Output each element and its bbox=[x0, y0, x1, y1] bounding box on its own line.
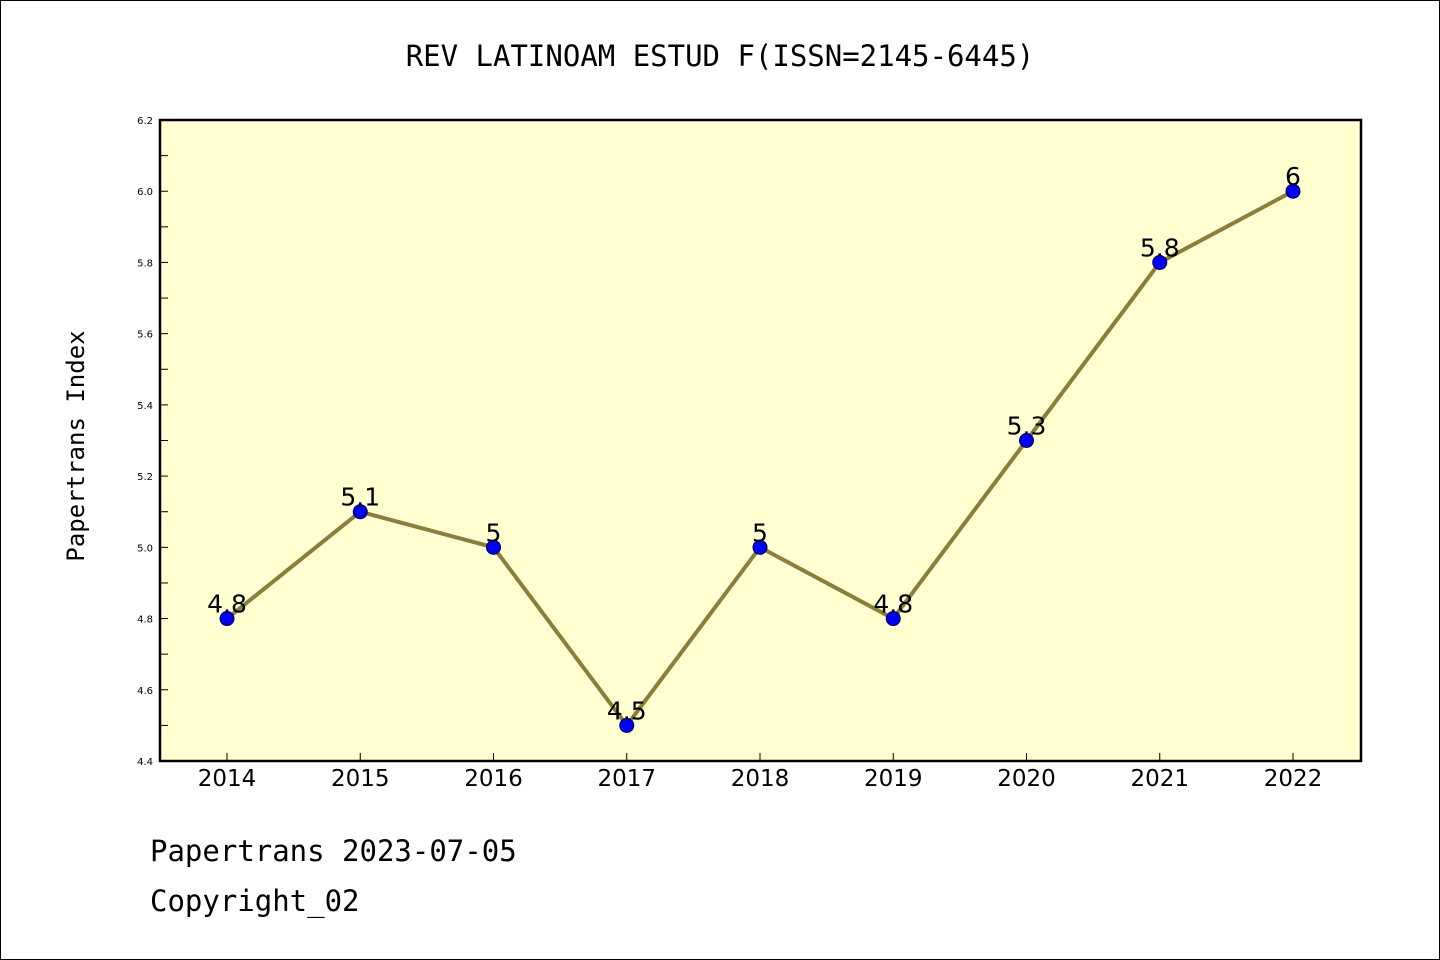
data-point bbox=[752, 539, 768, 555]
x-tick-label: 2018 bbox=[731, 766, 790, 792]
y-axis: 4.4 4.6 4.8 5.0 5.2 5.4 5.6 5.8 6.0 6.2 bbox=[137, 116, 168, 768]
x-tick-label: 2022 bbox=[1264, 766, 1323, 792]
data-label: 4.5 bbox=[607, 696, 647, 725]
data-label: 4.8 bbox=[207, 590, 247, 619]
y-tick-label: 6.0 bbox=[137, 187, 153, 198]
x-tick-label: 2020 bbox=[997, 766, 1056, 792]
data-label: 6 bbox=[1285, 162, 1301, 191]
data-label: 5.1 bbox=[340, 483, 380, 512]
y-tick-label: 5.4 bbox=[137, 401, 153, 412]
y-tick-label: 6.2 bbox=[137, 116, 153, 127]
x-tick-label: 2017 bbox=[597, 766, 656, 792]
x-tick-label: 2021 bbox=[1130, 766, 1189, 792]
data-point bbox=[352, 504, 368, 520]
data-label: 5 bbox=[752, 518, 768, 547]
footer-copyright: Copyright_02 bbox=[150, 884, 360, 918]
plot-area bbox=[158, 118, 1363, 763]
y-tick-label: 4.6 bbox=[137, 686, 153, 697]
data-point bbox=[1285, 183, 1301, 199]
data-point bbox=[1019, 433, 1034, 448]
y-axis-label: Papertrans Index bbox=[62, 330, 90, 561]
y-tick-label: 5.6 bbox=[137, 330, 153, 341]
data-labels: 4.8 5.1 5 4.5 5 4.8 5.3 5.8 6 bbox=[207, 162, 1301, 725]
y-tick-label: 4.4 bbox=[137, 757, 153, 768]
data-point bbox=[619, 717, 635, 733]
x-tick-label: 2014 bbox=[198, 766, 257, 792]
x-tick-label: 2015 bbox=[331, 766, 390, 792]
chart-title: REV LATINOAM ESTUD F(ISSN=2145-6445) bbox=[406, 39, 1035, 73]
data-point bbox=[486, 539, 501, 555]
y-tick-label: 4.8 bbox=[137, 615, 153, 626]
data-point bbox=[885, 611, 901, 627]
data-point bbox=[219, 611, 235, 627]
y-tick-label: 5.0 bbox=[137, 543, 153, 554]
y-tick-label: 5.8 bbox=[137, 258, 153, 269]
data-label: 4.8 bbox=[873, 590, 913, 619]
data-label: 5.8 bbox=[1140, 233, 1180, 262]
x-axis: 2014 2015 2016 2017 2018 2019 2020 2021 2022 bbox=[198, 753, 1323, 792]
data-point bbox=[1152, 254, 1168, 270]
data-label: 5.3 bbox=[1007, 412, 1047, 441]
x-tick-label: 2019 bbox=[864, 766, 923, 792]
x-tick-label: 2016 bbox=[464, 766, 523, 792]
footer-date: Papertrans 2023-07-05 bbox=[150, 834, 517, 868]
y-tick-label: 5.2 bbox=[137, 472, 153, 483]
data-label: 5 bbox=[486, 518, 502, 547]
data-points bbox=[219, 183, 1301, 733]
